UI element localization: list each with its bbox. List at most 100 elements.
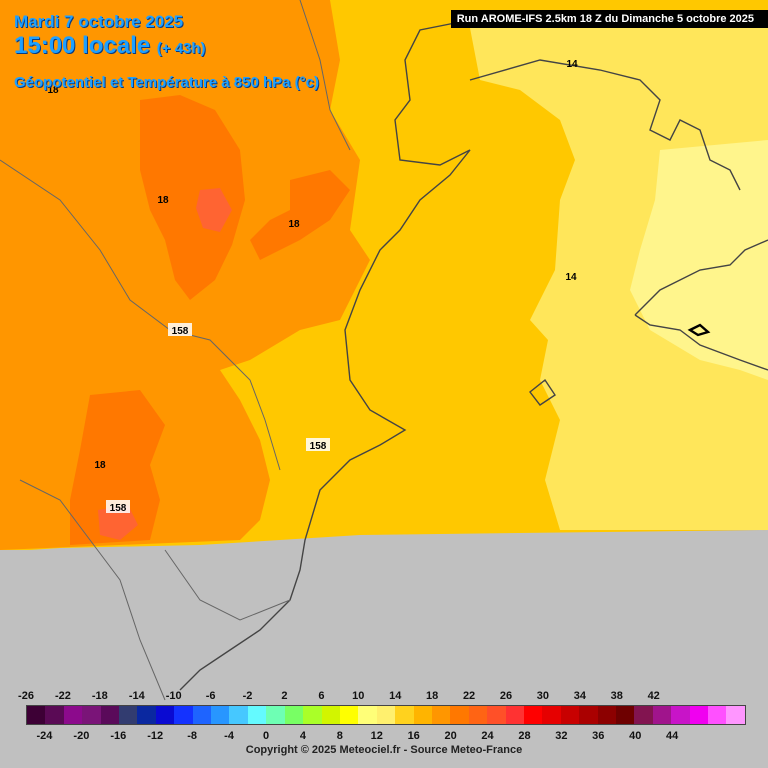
legend-tick-top: -6 — [205, 690, 216, 702]
legend-tick-bottom: 12 — [370, 730, 383, 742]
zone-18-20-north — [140, 95, 245, 300]
legend-swatch — [413, 706, 432, 724]
legend-swatch — [119, 706, 138, 724]
coastlines — [179, 19, 768, 691]
legend-tick-bottom: 20 — [444, 730, 457, 742]
label-18-mid: 18 — [288, 219, 300, 230]
zone-20-22-south — [98, 505, 138, 540]
legend-tick-top: 2 — [281, 690, 288, 702]
legend-swatch — [284, 706, 304, 724]
legend-tick-bottom: 32 — [555, 730, 568, 742]
legend-swatch — [468, 706, 488, 724]
forecast-date: Mardi 7 octobre 2025 — [14, 12, 184, 31]
legend-tick-bottom: 24 — [481, 730, 494, 742]
legend-tick-bottom: 0 — [262, 730, 270, 742]
legend-swatch — [358, 706, 377, 724]
legend-tick-bottom: 28 — [518, 730, 531, 742]
legend-swatch — [100, 706, 120, 724]
legend-tick-bottom: 36 — [592, 730, 605, 742]
legend-swatch — [634, 706, 653, 724]
legend-swatch — [487, 706, 506, 724]
legend-tick-top: 30 — [536, 690, 550, 702]
legend-swatch — [174, 706, 193, 724]
legend-tick-top: 18 — [426, 690, 439, 702]
legend-tick-bottom: 8 — [336, 730, 343, 742]
legend-swatch — [376, 706, 396, 724]
field-title: Géopotentiel et Température à 850 hPa (°… — [14, 74, 319, 91]
legend-tick-top: 26 — [499, 690, 513, 702]
zone-18-20-mid — [250, 170, 350, 260]
legend-tick-top: 42 — [647, 690, 660, 702]
legend-swatch — [652, 706, 672, 724]
legend-swatch — [671, 706, 690, 724]
legend-swatch — [560, 706, 580, 724]
legend-swatch — [542, 706, 561, 724]
legend-tick-top: 34 — [573, 690, 586, 702]
legend-swatch — [45, 706, 64, 724]
legend-swatch — [505, 706, 524, 724]
legend-swatch — [27, 706, 46, 724]
legend-tick-top: 14 — [389, 690, 402, 702]
legend-tick-top: -22 — [54, 690, 71, 702]
label-14-east: 14 — [565, 272, 577, 283]
legend-tick-bottom: 44 — [666, 730, 679, 742]
label-158-coast: 158 — [310, 441, 327, 452]
legend-tick-top: -26 — [18, 690, 34, 702]
legend-swatch — [523, 706, 543, 724]
forecast-lead-time: (+ 43h) — [156, 40, 206, 57]
label-18-west: 18 — [47, 85, 59, 96]
forecast-time: 15:00 locale (+ 43h) — [14, 32, 206, 60]
legend-swatch — [708, 706, 727, 724]
legend-swatch — [266, 706, 285, 724]
legend-swatch — [247, 706, 267, 724]
legend-swatch — [155, 706, 175, 724]
label-18-sw: 18 — [94, 460, 106, 471]
legend-swatch — [211, 706, 230, 724]
legend-tick-bottom: 40 — [629, 730, 642, 742]
legend-tick-bottom: 4 — [299, 730, 306, 742]
legend-tick-top: -2 — [242, 690, 253, 702]
zone-18-20-south — [70, 390, 165, 545]
legend-swatch — [339, 706, 359, 724]
legend-tick-bottom: -12 — [147, 730, 164, 742]
legend-swatch — [597, 706, 616, 724]
legend-tick-top: 6 — [318, 690, 325, 702]
borders — [0, 0, 351, 701]
legend-tick-bottom: 16 — [407, 730, 420, 742]
legend-swatch — [431, 706, 451, 724]
legend-tick-bottom: -20 — [73, 730, 90, 742]
label-14-north: 14 — [566, 59, 578, 70]
legend-tick-top: -14 — [128, 690, 145, 702]
map-labels: 14 14 18 18 18 158 158 158 18 — [47, 59, 578, 514]
legend-swatch — [303, 706, 322, 724]
legend-tick-bottom: -8 — [187, 730, 198, 742]
legend-swatch — [579, 706, 598, 724]
legend-swatch — [137, 706, 156, 724]
legend-swatch — [82, 706, 101, 724]
color-legend — [26, 705, 746, 725]
legend-tick-bottom: -4 — [224, 730, 234, 742]
zone-20-22 — [196, 188, 232, 232]
label-158-south: 158 — [110, 503, 127, 514]
legend-tick-bottom: -24 — [36, 730, 53, 742]
legend-tick-top: -10 — [165, 690, 182, 702]
legend-swatch — [63, 706, 83, 724]
legend-swatch — [192, 706, 212, 724]
legend-tick-top: 10 — [352, 690, 365, 702]
legend-swatch — [229, 706, 248, 724]
forecast-time-value: 15:00 locale — [14, 32, 151, 59]
legend-tick-top: 22 — [462, 690, 476, 702]
label-18-nw: 18 — [157, 195, 169, 206]
legend-tick-bottom: -16 — [110, 730, 127, 742]
legend-swatch — [321, 706, 340, 724]
zone-10-12 — [630, 140, 768, 380]
legend-swatch — [395, 706, 414, 724]
legend-tick-top: 38 — [610, 690, 623, 702]
legend-swatch — [450, 706, 469, 724]
copyright: Copyright © 2025 Meteociel.fr - Source M… — [245, 744, 523, 756]
legend-swatch — [726, 706, 745, 724]
legend-swatch — [616, 706, 635, 724]
label-158-west: 158 — [172, 326, 189, 337]
run-info: Run AROME-IFS 2.5km 18 Z du Dimanche 5 o… — [450, 10, 768, 28]
legend-swatch — [689, 706, 709, 724]
